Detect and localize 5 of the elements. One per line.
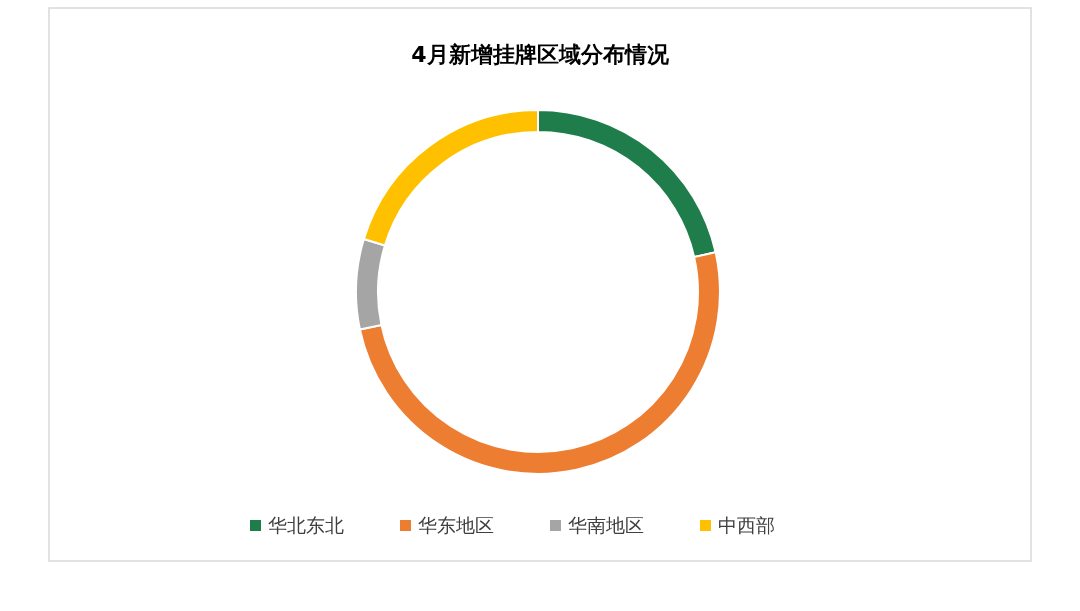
legend-label: 中西部	[718, 513, 775, 536]
legend-label: 华东地区	[418, 513, 494, 536]
legend-label: 华北东北	[268, 513, 344, 536]
legend-label: 华南地区	[568, 513, 644, 536]
chart-title: 4月新增挂牌区域分布情况	[411, 42, 670, 67]
